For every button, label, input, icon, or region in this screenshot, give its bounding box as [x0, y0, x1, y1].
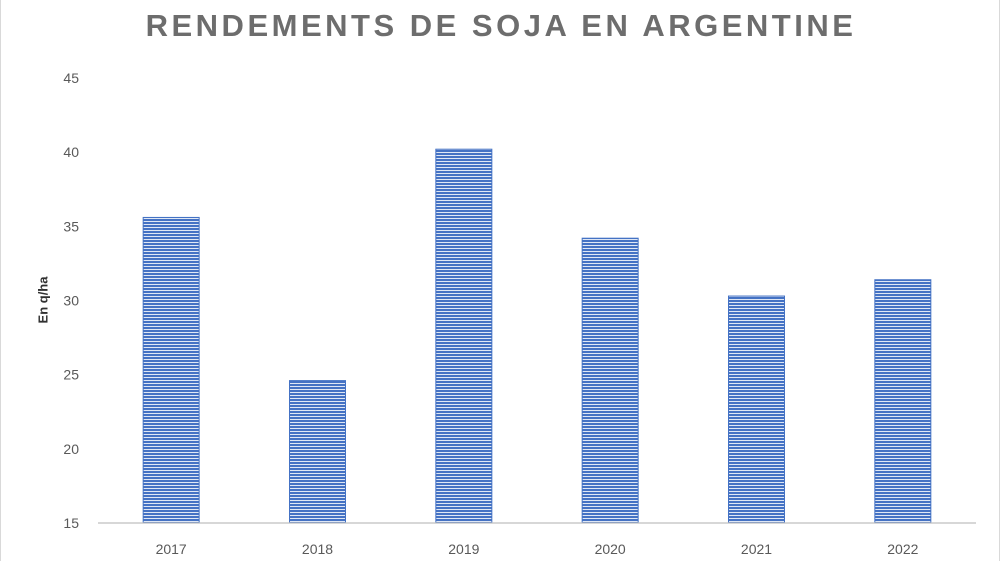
- x-tick-label: 2018: [302, 541, 333, 557]
- bar-2020: [581, 237, 639, 524]
- x-axis-ticks: 2017 2018 2019 2020 2021 2022: [156, 541, 919, 557]
- x-tick-label: 2022: [887, 541, 918, 557]
- bar-2017: [142, 216, 200, 524]
- y-tick-label: 35: [63, 218, 79, 234]
- y-tick-label: 15: [63, 515, 79, 531]
- x-tick-label: 2019: [448, 541, 479, 557]
- x-tick-label: 2021: [741, 541, 772, 557]
- y-tick-label: 40: [63, 144, 79, 160]
- x-tick-label: 2020: [595, 541, 626, 557]
- x-tick-label: 2017: [156, 541, 187, 557]
- y-tick-label: 25: [63, 367, 79, 383]
- bar-2021: [728, 295, 785, 524]
- y-tick-label: 45: [63, 70, 79, 86]
- bar-2019: [435, 148, 493, 524]
- bars-group: [142, 148, 932, 524]
- y-axis-ticks: 15 20 25 30 35 40 45: [63, 70, 79, 531]
- y-tick-label: 30: [63, 293, 79, 309]
- bar-2018: [289, 380, 346, 524]
- chart-title: RENDEMENTS DE SOJA EN ARGENTINE: [145, 8, 857, 43]
- bar-2022: [874, 279, 932, 524]
- y-tick-label: 20: [63, 441, 79, 457]
